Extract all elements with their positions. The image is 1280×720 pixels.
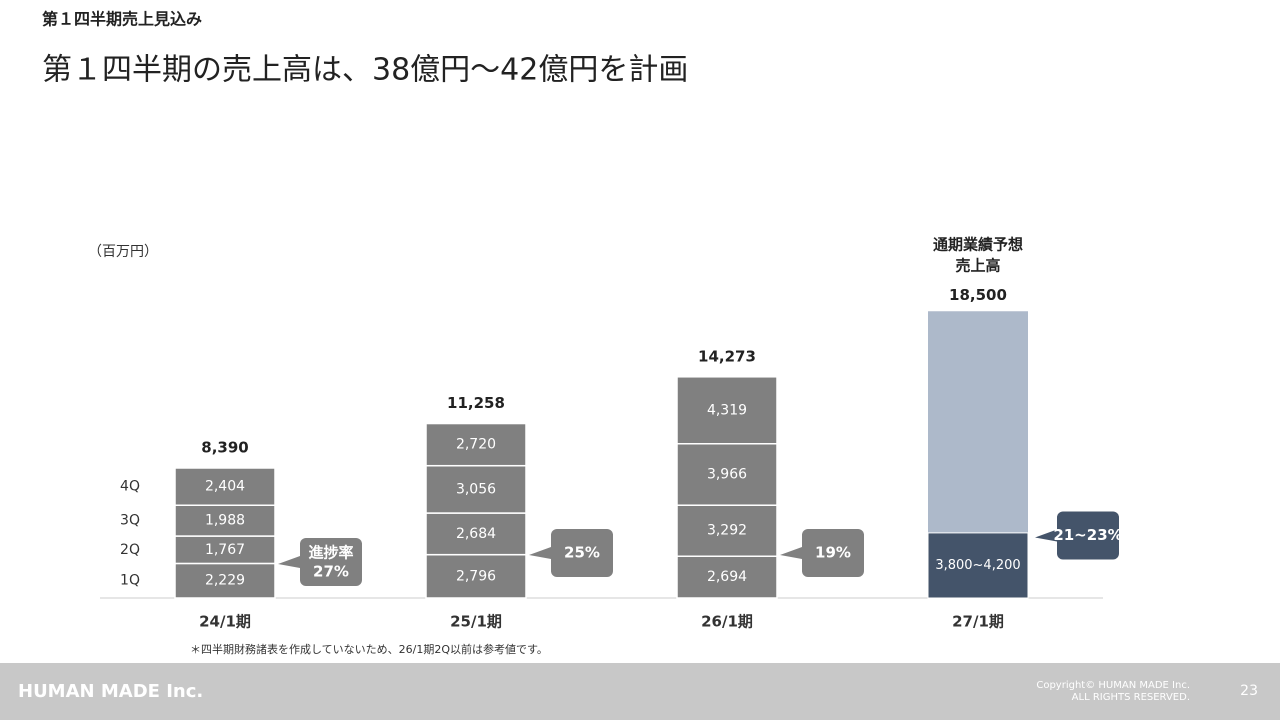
total-label: 14,273 xyxy=(698,347,756,365)
section-title: 第１四半期売上見込み xyxy=(42,10,202,29)
callout-pointer xyxy=(278,556,300,568)
copyright: Copyright© HUMAN MADE Inc. xyxy=(1036,680,1190,691)
x-tick-label: 24/1期 xyxy=(199,613,251,631)
segment-label: 2,684 xyxy=(456,526,496,542)
segment-label: 2,404 xyxy=(205,479,245,495)
bar-segment xyxy=(174,467,276,506)
x-tick-label: 27/1期 xyxy=(952,613,1004,631)
segment-label: 2,694 xyxy=(707,569,747,585)
forecast-title: 通期業績予想 xyxy=(933,236,1023,254)
bar-segment xyxy=(174,562,276,599)
segment-label: 2,229 xyxy=(205,573,245,589)
series-label: 3Q xyxy=(120,513,140,529)
footer-logo: HUMAN MADE Inc. xyxy=(18,681,203,702)
bar-segment xyxy=(676,376,778,445)
page-number: 23 xyxy=(1240,683,1258,699)
x-tick-label: 25/1期 xyxy=(450,613,502,631)
bar-segment xyxy=(425,512,527,556)
bar-segment xyxy=(425,553,527,599)
bar-segment xyxy=(425,464,527,514)
series-label: 1Q xyxy=(120,573,140,589)
series-label: 2Q xyxy=(120,542,140,558)
total-label: 11,258 xyxy=(447,394,505,412)
progress-callout xyxy=(300,538,362,586)
segment-label: 3,966 xyxy=(707,466,747,482)
progress-title: 進捗率 xyxy=(308,544,353,562)
copyright: ALL RIGHTS RESERVED. xyxy=(1072,692,1190,703)
progress-label: 21~23% xyxy=(1053,526,1122,544)
progress-label: 27% xyxy=(313,563,349,581)
segment-label: 4,319 xyxy=(707,402,747,418)
segment-label: 3,292 xyxy=(707,523,747,539)
callout-pointer xyxy=(780,547,802,559)
callout-pointer xyxy=(1035,529,1057,542)
unit-label: （百万円） xyxy=(88,244,158,260)
bar-segment xyxy=(676,442,778,506)
forecast-q1-label: 3,800~4,200 xyxy=(935,558,1020,573)
progress-callout xyxy=(1057,511,1119,560)
segment-label: 3,056 xyxy=(456,481,496,497)
progress-label: 25% xyxy=(564,544,600,562)
bar-segment xyxy=(425,422,527,467)
series-label: 4Q xyxy=(120,479,140,495)
bar-segment xyxy=(174,535,276,565)
segment-label: 1,988 xyxy=(205,513,245,529)
segment-label: 1,767 xyxy=(205,542,245,558)
segment-label: 2,796 xyxy=(456,568,496,584)
footer-band xyxy=(0,663,1280,720)
forecast-title: 売上高 xyxy=(955,257,1000,275)
footnote: ＊四半期財務諸表を作成していないため、26/1期2Q以前は参考値です。 xyxy=(190,642,548,656)
progress-callout xyxy=(802,529,864,577)
callout-pointer xyxy=(529,547,551,559)
bar-segment xyxy=(676,504,778,557)
total-label: 18,500 xyxy=(949,286,1007,304)
segment-label: 2,720 xyxy=(456,437,496,453)
forecast-q1 xyxy=(927,532,1029,599)
total-label: 8,390 xyxy=(201,438,248,456)
progress-callout xyxy=(551,529,613,577)
x-tick-label: 26/1期 xyxy=(701,613,753,631)
progress-label: 19% xyxy=(815,544,851,562)
slide-title: 第１四半期の売上高は、38億円～42億円を計画 xyxy=(42,53,688,88)
